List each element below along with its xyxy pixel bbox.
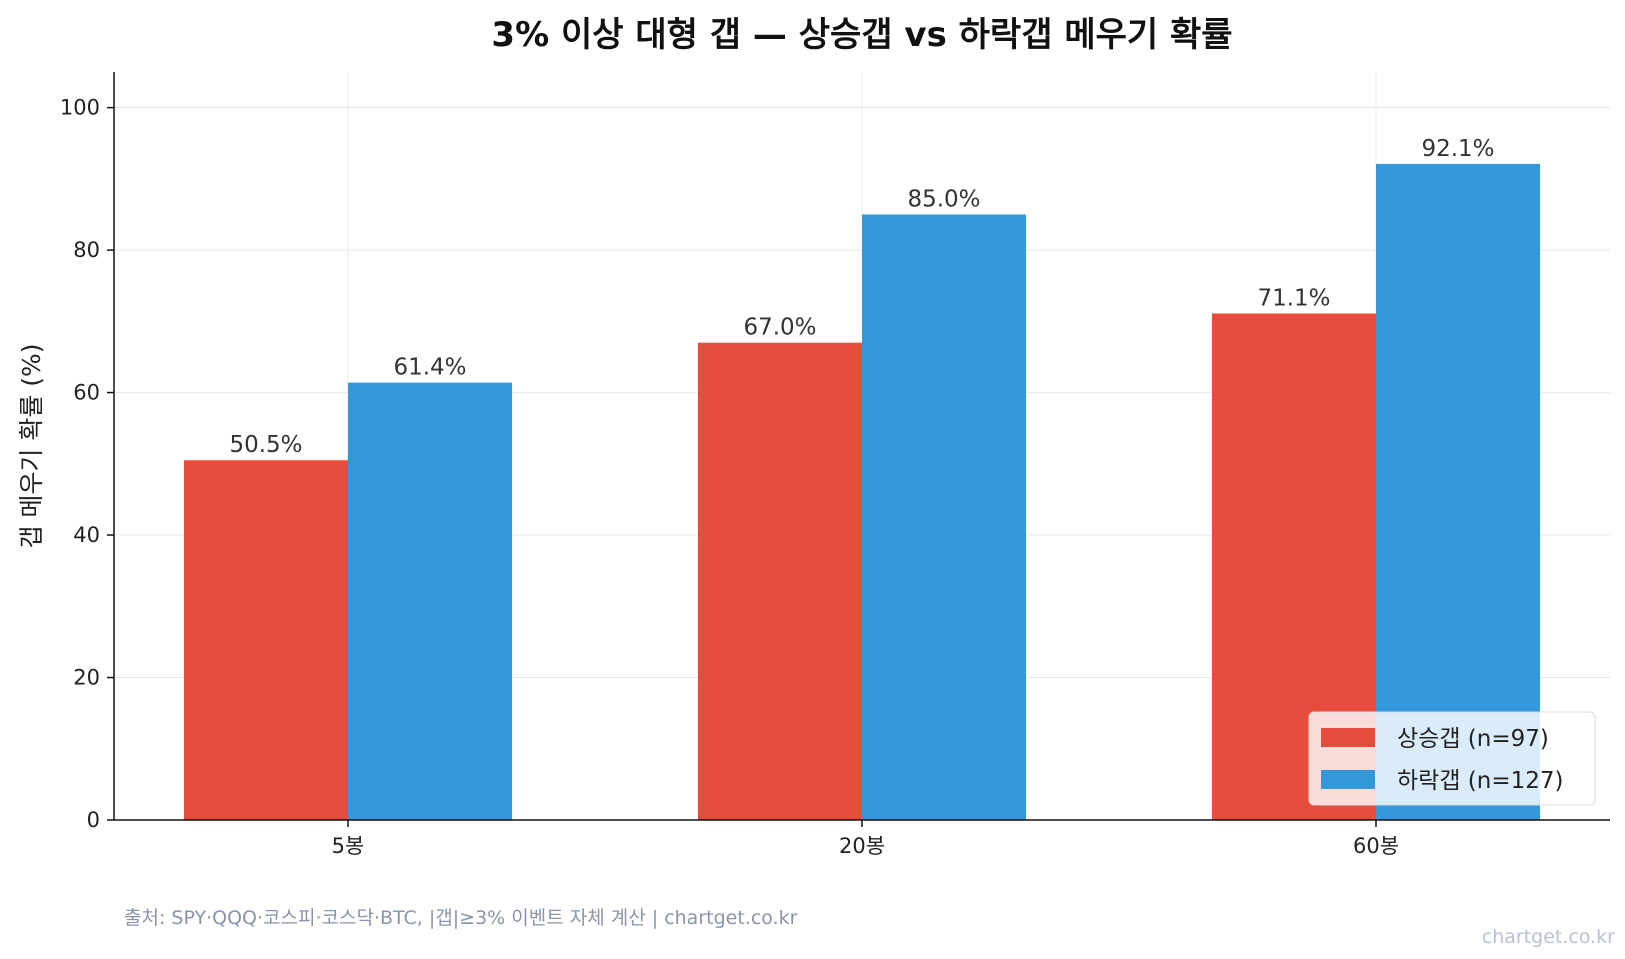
source-note: 출처: SPY·QQQ·코스피·코스닥·BTC, |갭|≥3% 이벤트 자체 계…: [124, 907, 798, 929]
data-label: 61.4%: [393, 355, 466, 381]
data-label: 71.1%: [1257, 285, 1330, 311]
bar-up-1: [698, 342, 862, 820]
y-ticks: 0 20 40 60 80 100: [60, 96, 114, 832]
legend-box: [1308, 711, 1596, 806]
legend-swatch-up: [1321, 728, 1375, 747]
x-ticks: 5봉 20봉 60봉: [332, 820, 1399, 858]
y-tick-label: 20: [73, 666, 100, 690]
chart-title: 3% 이상 대형 갭 — 상승갭 vs 하락갭 메우기 확률: [491, 15, 1232, 55]
bar-up-0: [184, 460, 348, 820]
data-label: 85.0%: [907, 186, 980, 212]
data-labels: 50.5% 61.4% 67.0% 85.0% 71.1% 92.1%: [229, 136, 1494, 458]
x-tick-label: 20봉: [839, 834, 885, 858]
legend: 상승갭 (n=97) 하락갭 (n=127): [1308, 711, 1596, 806]
watermark: chartget.co.kr: [1482, 926, 1615, 948]
data-label: 67.0%: [743, 315, 816, 341]
bar-down-1: [862, 214, 1026, 820]
y-tick-label: 0: [87, 808, 100, 832]
legend-label-up: 상승갭 (n=97): [1397, 726, 1549, 752]
bar-down-0: [348, 382, 512, 820]
legend-swatch-down: [1321, 770, 1375, 789]
y-axis-label: 갭 메우기 확률 (%): [17, 343, 46, 548]
bar-down-2: [1376, 163, 1540, 820]
legend-label-down: 하락갭 (n=127): [1397, 768, 1564, 794]
data-label: 92.1%: [1421, 136, 1494, 162]
y-tick-label: 80: [73, 238, 100, 262]
y-tick-label: 100: [60, 96, 100, 120]
y-tick-label: 40: [73, 523, 100, 547]
x-tick-label: 60봉: [1353, 834, 1399, 858]
data-label: 50.5%: [229, 432, 302, 458]
y-tick-label: 60: [73, 381, 100, 405]
x-tick-label: 5봉: [332, 834, 365, 858]
